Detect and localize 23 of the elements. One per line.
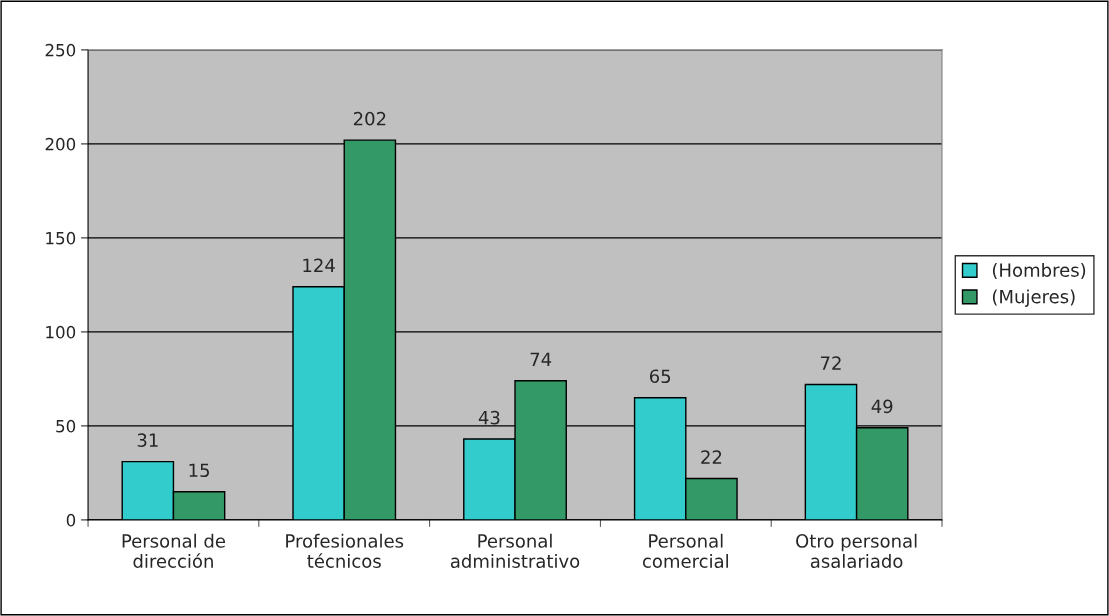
data-label: 74 — [530, 352, 552, 366]
data-label: 72 — [820, 356, 841, 370]
y-tick-label: 200 — [45, 137, 76, 151]
y-tick-label: 0 — [66, 513, 76, 527]
data-label: 202 — [353, 111, 386, 126]
y-tick-label: 100 — [46, 325, 76, 339]
data-label: 31 — [137, 433, 158, 448]
data-label: 49 — [871, 399, 893, 414]
data-label: 15 — [189, 463, 209, 478]
y-tick-label: 150 — [46, 231, 76, 245]
y-tick-label: 50 — [56, 419, 76, 433]
data-label: 43 — [478, 410, 500, 425]
x-tick-label: Otro personal asalariado — [796, 533, 917, 568]
x-tick-label: Profesionales técnicos — [286, 533, 404, 568]
legend-label: (Hombres) — [992, 262, 1086, 280]
legend-label: (Mujeres) — [992, 289, 1075, 307]
x-tick-label: Personal administrativo — [450, 533, 580, 568]
data-label: 124 — [303, 258, 335, 272]
y-tick-label: 250 — [45, 43, 76, 57]
x-tick-label: Personal comercial — [642, 533, 728, 568]
data-label: 22 — [701, 450, 722, 464]
data-label: 65 — [649, 369, 671, 384]
x-tick-label: Personal de dirección — [122, 533, 226, 568]
